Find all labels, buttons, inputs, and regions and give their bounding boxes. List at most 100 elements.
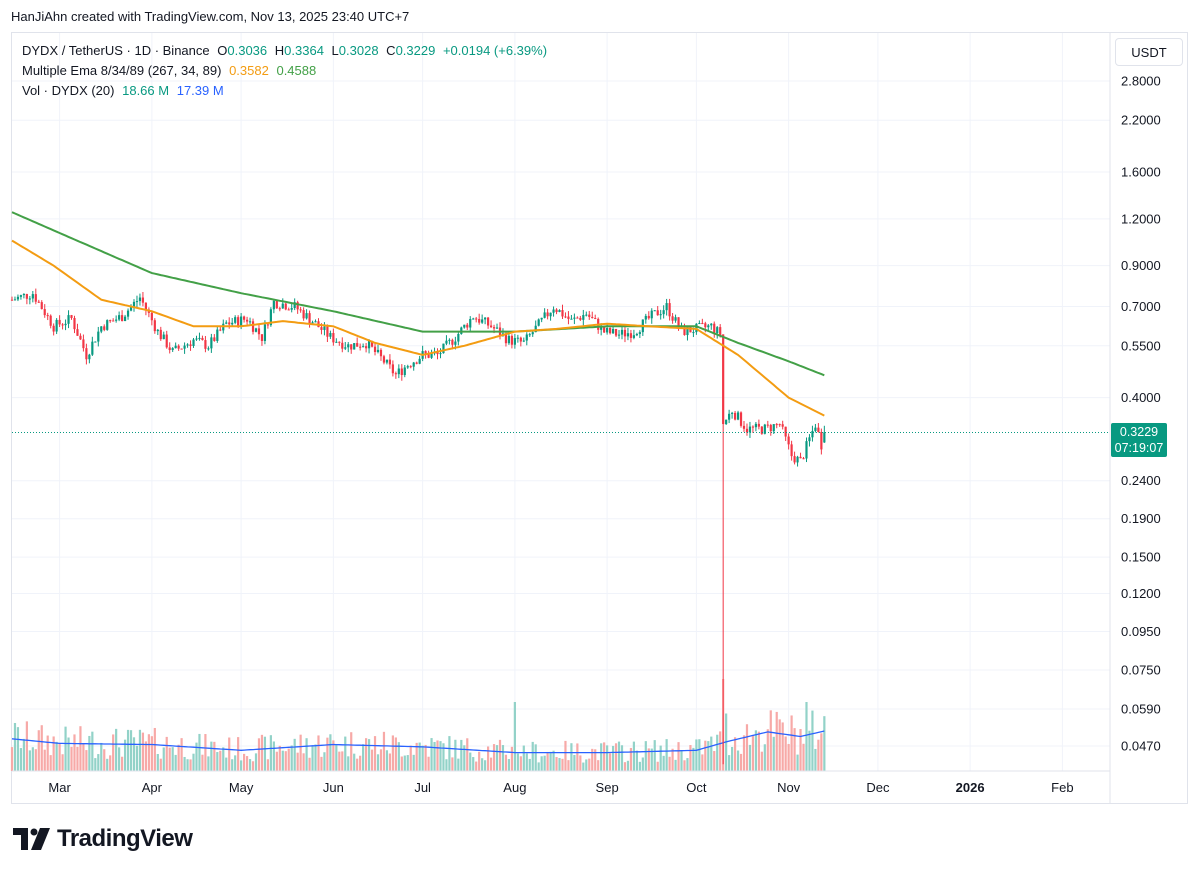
candle-body (436, 352, 439, 355)
candle-body (228, 322, 231, 325)
legend-symbol[interactable]: DYDX / TetherUS · 1D · Binance (22, 43, 210, 58)
brand[interactable]: TradingView (13, 825, 193, 853)
volume-bar (103, 749, 106, 771)
volume-bar (287, 748, 290, 771)
candle-body (338, 341, 341, 343)
candle-body (364, 346, 368, 349)
volume-bar (769, 710, 772, 771)
volume-bar (787, 743, 790, 771)
candle-body (608, 327, 612, 334)
candle-body (475, 318, 478, 320)
volume-bar (748, 744, 752, 771)
candle-body (359, 346, 362, 348)
legend-vol: 18.66 M (122, 83, 170, 98)
volume-bar (594, 749, 597, 771)
candle-body (454, 341, 457, 345)
legend-ema-label[interactable]: Multiple Ema 8/34/89 (267, 34, 89) (22, 63, 222, 78)
volume-bar (37, 730, 40, 771)
axes: 2.8000 2.2000 1.6000 1.2000 0.9000 0.7000 0.55… (12, 33, 1161, 803)
legend-low-label: L (331, 43, 339, 58)
candle-body (25, 294, 28, 299)
candle-body (400, 368, 403, 376)
candle-body (308, 313, 311, 324)
volume-bar (347, 756, 350, 771)
x-tick-label: Aug (503, 780, 526, 795)
volume-bar (67, 737, 70, 771)
candle-body (281, 303, 284, 309)
volume-bar (257, 738, 261, 771)
candle-body (689, 326, 692, 333)
chart-frame[interactable] (11, 32, 1188, 804)
volume-bar (156, 753, 159, 771)
legend-vol-label[interactable]: Vol · DYDX (20) (22, 83, 115, 98)
volume-bar (576, 743, 579, 771)
candle-body (606, 327, 609, 333)
volume-bar (195, 742, 198, 771)
volume-bar (614, 743, 618, 771)
legend-ema: Multiple Ema 8/34/89 (267, 34, 89) 0.358… (22, 63, 320, 78)
candle-body (120, 315, 124, 322)
candle-body (463, 324, 466, 328)
candle-body (671, 316, 674, 321)
volume-bar (677, 742, 680, 771)
volume-bar (49, 755, 52, 771)
volume-bar (534, 744, 537, 771)
candle-body (144, 302, 148, 310)
candle-body (82, 339, 85, 349)
candle-body (674, 317, 677, 321)
candle-body (686, 326, 689, 336)
candle-body (16, 296, 20, 300)
volume-bar (555, 757, 558, 771)
candle-body (314, 321, 317, 323)
volume-bar (442, 743, 445, 771)
volume-bar (129, 730, 133, 771)
volume-bar (543, 755, 546, 771)
volume-bar (466, 738, 469, 771)
volume-bar (546, 751, 549, 771)
x-tick-label: Oct (686, 780, 707, 795)
candle-body (763, 424, 766, 434)
volume-bar (397, 742, 400, 771)
candle-body (320, 327, 323, 330)
volume-bar (686, 758, 689, 771)
candle-body (549, 312, 552, 317)
candle-body (245, 319, 249, 322)
candle-body (290, 308, 293, 310)
volume-bar (284, 751, 287, 771)
volume-bar (43, 749, 46, 771)
volume-bar (189, 759, 192, 771)
volume-bar (620, 745, 624, 771)
volume-bar (335, 744, 338, 771)
candle-body (537, 319, 540, 326)
candle-body (745, 428, 749, 433)
legend-ema34: 0.3582 (229, 63, 269, 78)
y-tick-label: 0.5500 (1121, 338, 1161, 353)
candles (10, 288, 826, 765)
volume-bar (445, 759, 448, 771)
y-tick-label: 0.0470 (1121, 739, 1161, 754)
candle-body (430, 353, 433, 358)
volume-bar (805, 702, 808, 771)
volume-bar (177, 744, 180, 771)
candle-body (242, 316, 246, 320)
y-tick-label: 0.0950 (1121, 624, 1161, 639)
volume-bar (64, 726, 67, 771)
volume-bar (713, 751, 716, 771)
volume-bar (504, 754, 508, 771)
volume-bar (311, 746, 314, 771)
currency-button[interactable]: USDT (1115, 38, 1183, 66)
candle-body (730, 412, 734, 414)
candle-body (796, 456, 799, 463)
candle-body (106, 320, 109, 330)
volume-bar (228, 737, 231, 771)
candle-body (70, 315, 73, 318)
y-tick-label: 0.9000 (1121, 258, 1161, 273)
volume-bar (495, 745, 499, 771)
volume-bar (308, 757, 311, 771)
candle-body (55, 319, 58, 332)
volume-bar (171, 747, 174, 771)
volume-bar (716, 734, 719, 771)
candle-body (10, 299, 14, 301)
last-price-value: 0.3229 (1119, 425, 1159, 440)
